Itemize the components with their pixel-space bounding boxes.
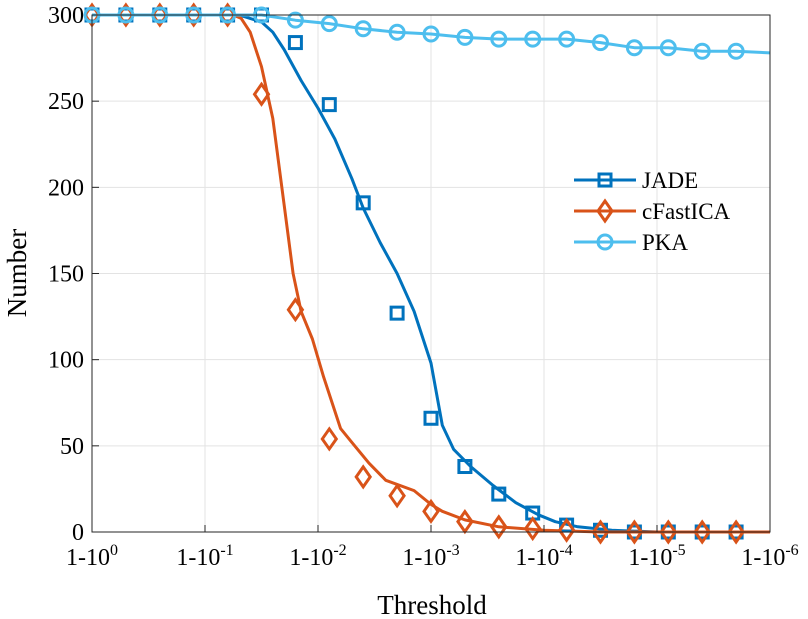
data-point-jade <box>423 410 439 426</box>
x-tick-label: 1-10-6 <box>741 542 798 571</box>
x-tick-label-exponent: -1 <box>220 542 233 559</box>
data-point-pka <box>456 28 474 46</box>
y-tick-label: 150 <box>48 262 84 288</box>
y-tick-label: 50 <box>60 434 84 460</box>
data-point-pka <box>592 34 609 52</box>
data-point-cfastica <box>659 519 678 545</box>
x-tick-label-base: 1-10 <box>628 545 672 571</box>
x-tick-label: 1-100 <box>66 542 118 571</box>
data-point-cfastica <box>693 519 712 545</box>
y-tick-label: 300 <box>48 3 84 29</box>
data-point-jade <box>389 305 405 321</box>
data-point-cfastica <box>523 515 542 542</box>
data-point-cfastica <box>354 464 373 490</box>
legend-label-cfastica: cFastICA <box>642 199 731 224</box>
x-tick-label-exponent: -4 <box>559 542 572 559</box>
y-axis-title: Number <box>2 229 32 317</box>
y-tick-label: 0 <box>72 520 84 546</box>
data-point-pka <box>354 20 372 38</box>
y-tick-labels: 0 50 100 150 200 250 300 <box>48 3 84 546</box>
series-line-jade <box>92 13 770 534</box>
x-tick-labels: 1-100 1-10-1 1-10-2 1-10-3 1-10-4 1-10-5 1-10-… <box>66 542 799 571</box>
data-point-pka <box>524 30 542 48</box>
x-tick-label-base: 1-10 <box>176 545 220 571</box>
data-point-pka <box>388 23 406 41</box>
data-point-jade <box>287 35 303 51</box>
x-tick-label-exponent: -2 <box>333 542 346 559</box>
x-tick-label-exponent: -3 <box>446 542 459 559</box>
legend-marker-pka <box>596 233 614 251</box>
series-line-cfastica <box>92 13 770 534</box>
x-tick-label: 1-10-4 <box>515 542 572 571</box>
data-point-cfastica <box>286 297 305 323</box>
data-point-cfastica <box>388 483 406 509</box>
data-point-pka <box>659 39 677 57</box>
data-point-pka <box>727 42 745 60</box>
data-point-cfastica <box>727 519 745 545</box>
data-point-jade <box>355 195 371 211</box>
x-tick-label: 1-10-2 <box>289 542 346 571</box>
series-line-pka <box>92 13 771 55</box>
data-point-cfastica <box>320 426 339 452</box>
legend-marker-cfastica <box>596 198 614 224</box>
x-tick-label-base: 1-10 <box>515 545 559 571</box>
data-point-cfastica <box>422 498 440 524</box>
data-point-pka <box>490 30 508 48</box>
legend: JADE cFastICA PKA <box>574 168 731 255</box>
y-tick-label: 100 <box>48 348 84 374</box>
data-point-cfastica <box>557 517 576 543</box>
series-lines <box>92 13 771 534</box>
x-tick-label-exponent: 0 <box>110 542 118 559</box>
y-tick-label: 200 <box>48 175 84 201</box>
data-point-pka <box>558 30 576 48</box>
data-point-pka <box>693 42 711 60</box>
grid <box>92 15 770 532</box>
legend-label-jade: JADE <box>642 168 698 193</box>
axis-ticks <box>91 14 771 533</box>
x-tick-label-base: 1-10 <box>66 545 110 571</box>
data-point-jade <box>491 486 507 502</box>
x-tick-label: 1-10-3 <box>402 542 459 571</box>
x-tick-label-base: 1-10 <box>402 545 446 571</box>
x-tick-label: 1-10-1 <box>176 542 233 571</box>
x-tick-label: 1-10-5 <box>628 542 685 571</box>
x-tick-label-base: 1-10 <box>741 545 785 571</box>
x-tick-label-exponent: -6 <box>785 542 798 559</box>
x-axis-title: Threshold <box>377 590 487 619</box>
data-point-cfastica <box>489 514 508 540</box>
data-point-pka <box>422 25 440 43</box>
x-tick-label-exponent: -5 <box>672 542 685 559</box>
data-point-cfastica <box>252 81 271 107</box>
data-point-pka <box>625 39 643 57</box>
data-point-cfastica <box>625 519 644 545</box>
data-point-jade <box>457 459 473 475</box>
legend-marker-jade <box>597 172 613 188</box>
data-point-jade <box>321 97 337 113</box>
data-point-cfastica <box>591 519 610 545</box>
x-tick-label-base: 1-10 <box>289 545 333 571</box>
y-tick-label: 250 <box>48 89 84 115</box>
legend-label-pka: PKA <box>642 230 688 255</box>
data-point-pka <box>286 11 304 29</box>
data-point-pka <box>320 15 338 33</box>
